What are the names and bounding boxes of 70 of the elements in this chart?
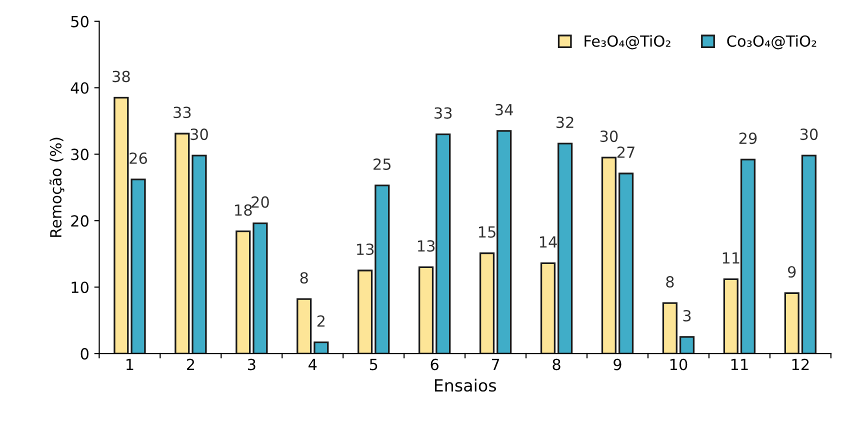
data-label: 18 — [235, 204, 252, 216]
bar — [296, 298, 312, 354]
data-label: 8 — [666, 276, 674, 288]
bar — [558, 142, 573, 354]
x-tick-label: 11 — [731, 358, 748, 370]
data-label: 30 — [800, 128, 818, 140]
y-tick-label: 50 — [71, 16, 88, 28]
bar — [479, 252, 495, 354]
data-label: 32 — [556, 116, 574, 128]
x-tick-label: 2 — [186, 358, 194, 370]
data-label: 3 — [683, 310, 691, 322]
data-label: 27 — [617, 146, 634, 158]
bar — [418, 266, 434, 354]
bar — [236, 230, 251, 354]
y-tick-label: 40 — [70, 82, 88, 94]
x-axis-title: Ensaios — [434, 378, 496, 392]
bar — [723, 278, 738, 354]
bar — [540, 262, 556, 354]
data-label: 33 — [174, 106, 191, 118]
x-tick-label: 10 — [670, 358, 688, 370]
bar — [496, 130, 512, 354]
bar — [679, 336, 695, 354]
bar — [192, 154, 207, 354]
x-tick-label: 5 — [370, 358, 378, 370]
bar — [662, 302, 678, 354]
data-label: 14 — [540, 236, 557, 248]
bar — [618, 172, 634, 354]
data-label: 38 — [112, 70, 130, 82]
y-tick-label: 0 — [80, 348, 88, 360]
bar — [740, 158, 756, 354]
bar — [801, 154, 816, 354]
legend-label: Co₃O₄@TiO₂ — [727, 35, 816, 50]
x-tick-label: 7 — [492, 358, 500, 370]
y-tick-label: 30 — [71, 148, 88, 160]
bar — [114, 96, 129, 354]
y-tick-label: 20 — [71, 215, 88, 227]
data-label: 33 — [434, 107, 452, 119]
data-label: 13 — [357, 243, 374, 256]
bar — [174, 132, 190, 354]
bar — [358, 270, 373, 354]
y-axis-title: Remoção (%) — [49, 138, 64, 237]
data-label: 26 — [130, 152, 148, 164]
bar — [314, 341, 329, 354]
y-tick-label: 10 — [72, 282, 88, 294]
x-tick-label: 3 — [248, 358, 256, 370]
data-label: 34 — [496, 104, 513, 116]
x-tick-label: 12 — [792, 358, 809, 370]
data-label: 13 — [418, 240, 435, 252]
x-tick-label: 9 — [614, 358, 622, 370]
data-label: 20 — [252, 196, 269, 208]
data-label: 9 — [788, 266, 796, 278]
bar — [601, 156, 617, 354]
x-tick-label: 4 — [308, 358, 317, 370]
data-label: 11 — [722, 252, 740, 264]
x-tick-label: 6 — [430, 358, 438, 370]
legend-label: Fe₃O₄@TiO₂ — [584, 35, 670, 50]
data-label: 2 — [317, 315, 325, 327]
bar — [374, 184, 390, 354]
x-tick-label: 1 — [126, 358, 134, 370]
data-label: 30 — [600, 130, 618, 142]
data-label: 25 — [374, 158, 391, 170]
bar — [436, 133, 451, 354]
bar — [252, 222, 268, 354]
bar — [784, 292, 800, 354]
bar — [130, 178, 146, 354]
x-tick-label: 8 — [552, 358, 560, 370]
data-label: 15 — [478, 226, 496, 238]
data-label: 8 — [300, 272, 308, 284]
data-label: 30 — [190, 128, 208, 140]
data-label: 29 — [739, 132, 757, 144]
